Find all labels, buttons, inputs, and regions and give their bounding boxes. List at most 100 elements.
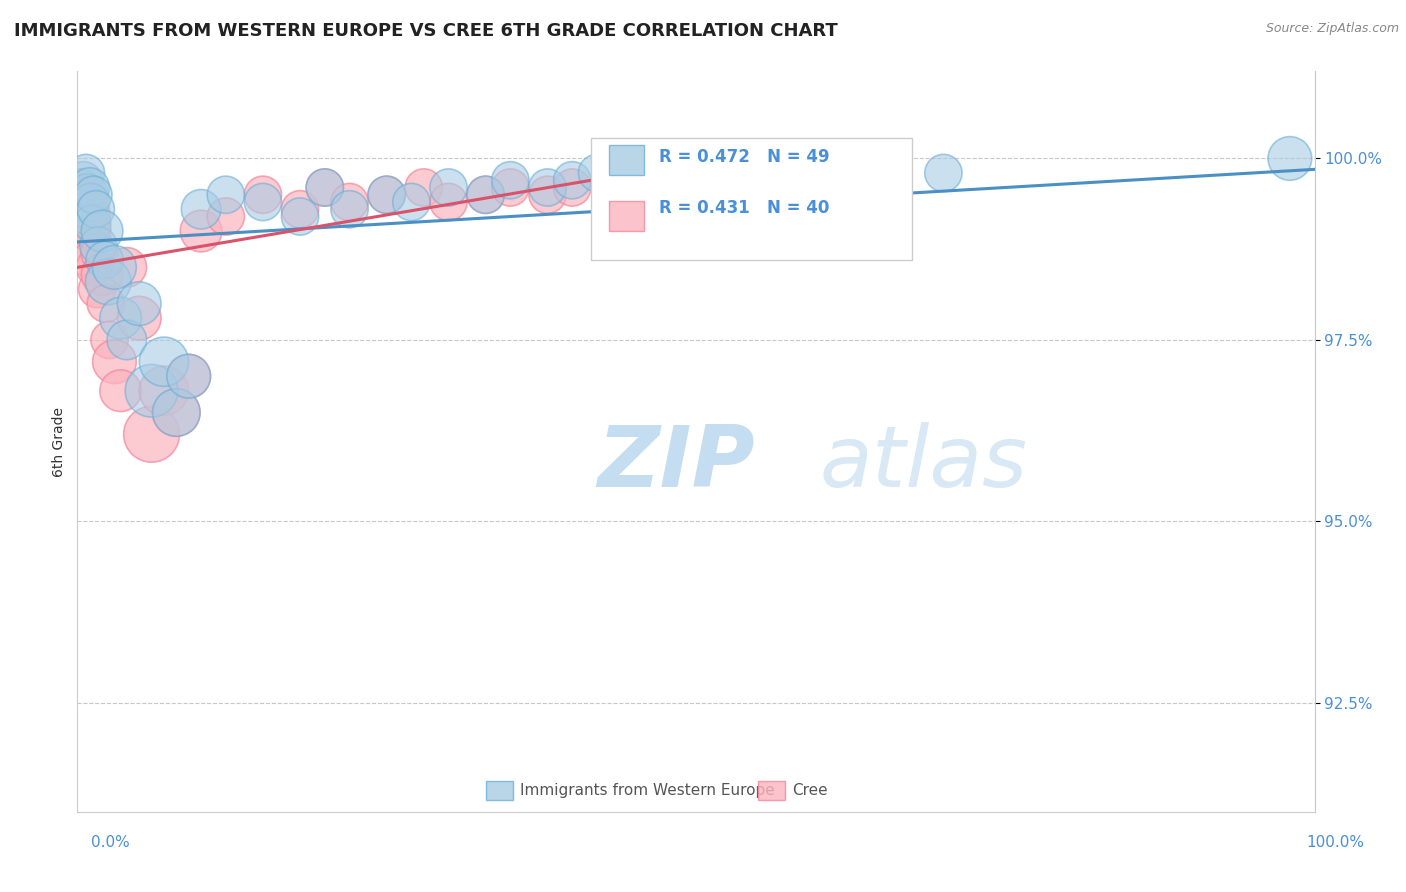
Point (190, 202, 212, 217)
Point (586, 166, 609, 180)
FancyBboxPatch shape (609, 201, 644, 230)
Point (84, 202, 107, 217)
Point (72, 210, 94, 224)
Point (437, 194, 460, 209)
Point (82, 187, 104, 202)
Text: 100.0%: 100.0% (1306, 836, 1364, 850)
Point (474, 187, 496, 202)
Point (82, 224, 104, 238)
Point (67, 187, 90, 202)
Point (72, 173, 94, 187)
Point (83, 260, 105, 275)
Point (77, 238, 100, 252)
FancyBboxPatch shape (609, 145, 644, 175)
Point (252, 194, 274, 209)
Point (110, 384, 132, 398)
Point (288, 202, 311, 217)
Point (97, 275, 120, 289)
Text: Immigrants from Western Europe: Immigrants from Western Europe (520, 783, 775, 797)
Point (76, 217, 98, 231)
Point (339, 194, 361, 209)
Point (89, 245, 111, 260)
Point (70, 180, 93, 194)
Point (177, 369, 200, 384)
Point (314, 180, 336, 194)
Point (110, 311, 132, 326)
Point (80, 194, 103, 209)
Point (783, 180, 806, 194)
Point (79, 210, 101, 224)
Point (190, 224, 212, 238)
Point (69, 187, 91, 202)
Point (623, 187, 645, 202)
Point (561, 173, 583, 187)
Point (401, 194, 423, 209)
Point (91, 268, 114, 282)
Point (94, 296, 117, 310)
Text: Cree: Cree (793, 783, 828, 797)
Point (685, 180, 707, 194)
Point (75, 166, 97, 180)
Point (177, 369, 200, 384)
Point (536, 187, 558, 202)
Point (72, 194, 94, 209)
Point (141, 384, 163, 398)
Point (93, 253, 115, 268)
Point (808, 166, 831, 180)
Point (128, 296, 150, 310)
FancyBboxPatch shape (485, 781, 513, 800)
Point (932, 166, 955, 180)
Point (103, 260, 125, 275)
Point (536, 180, 558, 194)
Point (82, 217, 104, 231)
Point (288, 210, 311, 224)
Point (91, 224, 114, 238)
Point (128, 311, 150, 326)
Point (153, 354, 176, 368)
Point (75, 187, 97, 202)
Point (70, 180, 93, 194)
Point (474, 187, 496, 202)
Point (72, 194, 94, 209)
Point (437, 180, 460, 194)
Point (153, 384, 176, 398)
Point (80, 253, 103, 268)
Text: Source: ZipAtlas.com: Source: ZipAtlas.com (1265, 22, 1399, 36)
Point (314, 180, 336, 194)
Point (499, 173, 522, 187)
Point (165, 405, 187, 419)
Text: IMMIGRANTS FROM WESTERN EUROPE VS CREE 6TH GRADE CORRELATION CHART: IMMIGRANTS FROM WESTERN EUROPE VS CREE 6… (14, 22, 838, 40)
Point (103, 354, 125, 368)
Point (86, 282, 108, 296)
Point (339, 202, 361, 217)
Point (115, 333, 138, 347)
Point (77, 210, 100, 224)
Point (98, 333, 121, 347)
Point (73, 224, 96, 238)
Text: R = 0.472   N = 49: R = 0.472 N = 49 (659, 147, 830, 166)
Point (412, 180, 434, 194)
Y-axis label: 6th Grade: 6th Grade (52, 407, 66, 476)
Point (747, 173, 769, 187)
Text: atlas: atlas (820, 422, 1028, 505)
Point (165, 405, 187, 419)
Point (375, 187, 398, 202)
Point (623, 180, 645, 194)
Point (215, 210, 238, 224)
Point (659, 173, 682, 187)
FancyBboxPatch shape (591, 138, 912, 260)
Point (1278, 152, 1301, 166)
Point (375, 187, 398, 202)
Text: ZIP: ZIP (598, 422, 755, 505)
Point (115, 260, 138, 275)
Point (76, 187, 98, 202)
Point (710, 166, 733, 180)
Point (69, 202, 91, 217)
Text: 0.0%: 0.0% (91, 836, 131, 850)
Point (73, 202, 96, 217)
Point (79, 180, 101, 194)
Point (870, 173, 893, 187)
FancyBboxPatch shape (758, 781, 785, 800)
Text: R = 0.431   N = 40: R = 0.431 N = 40 (659, 199, 830, 218)
Point (561, 180, 583, 194)
